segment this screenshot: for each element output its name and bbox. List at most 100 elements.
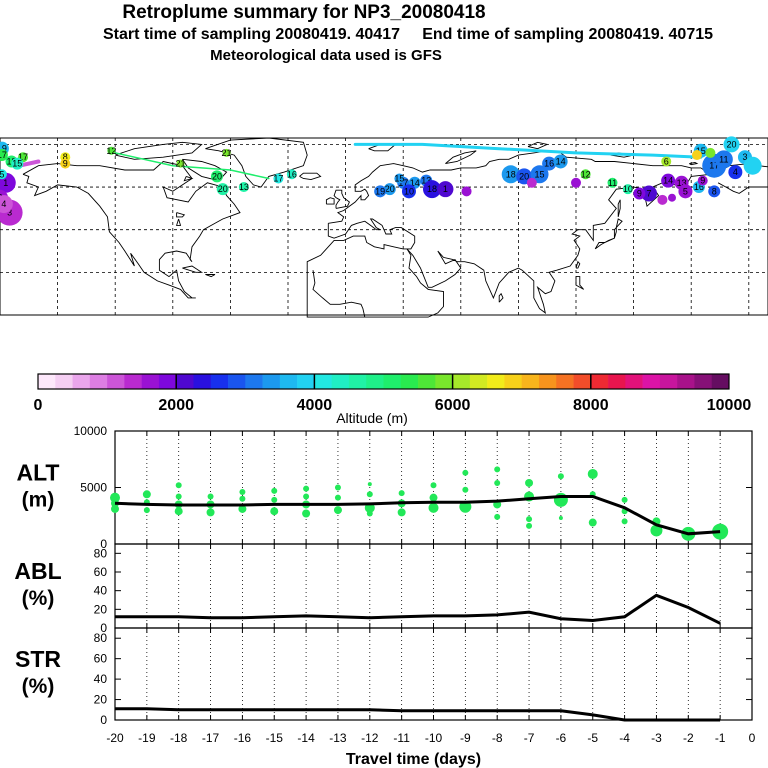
colorbar-tick-label: 2000 [158,397,194,414]
coastline-path [498,292,504,303]
plume-marker-label: 20 [218,184,228,194]
alt-point [333,506,342,515]
coastline-path [445,150,477,165]
plume-marker-label: 16 [694,182,704,192]
colorbar-swatch [366,374,384,389]
panel-xtick-label: -1 [715,731,726,745]
plume-marker-label: 7 [646,188,651,198]
plume-markers: 1917171815891212345212020131716211714131… [0,136,762,226]
plume-marker-label: 15 [394,174,404,184]
plume-marker [708,185,721,198]
plume-marker-label: 4 [1,199,6,209]
alt-point [558,516,563,521]
colorbar-swatch [158,374,177,389]
panel-xtick-label: -4 [619,731,630,745]
plume-marker [423,180,441,199]
plume-marker [657,194,668,205]
coastline-path [594,218,623,250]
plume-marker [394,173,405,184]
plume-marker-label: 20 [385,184,395,194]
plume-marker [580,169,591,180]
panel-ytick-label: 0 [100,713,107,727]
plume-marker-label: 8 [712,186,717,196]
plume-marker-label: 18 [506,169,516,179]
colorbar-tick-label: 10000 [707,397,752,414]
panel-ylabel: ABL [14,558,61,584]
plume-marker-label: 15 [12,159,22,169]
colorbar-tick-label: 4000 [297,397,333,414]
coastline-path [175,218,182,226]
plume-trail [114,152,270,180]
plume-marker-label: 20 [519,171,529,181]
plume-marker-label: 3 [742,152,747,162]
plume-marker-label: 5 [0,169,4,179]
alt-point [429,493,438,502]
plume-marker-label: 14 [556,156,566,166]
plume-marker-label: 16 [287,169,297,179]
panel-xtick-label: -17 [202,731,220,745]
colorbar-swatch [487,374,505,389]
plume-marker-label: 9 [63,159,68,169]
alt-point [334,484,341,491]
plume-trail [353,142,703,159]
alt-point [494,513,501,520]
plume-marker [691,150,702,161]
alt-point [271,496,278,503]
alt-point [430,482,437,489]
plume-marker [622,184,633,195]
plume-marker-label: 1 [443,184,448,194]
alt-point [712,523,729,540]
colorbar-tick-label: 6000 [435,397,471,414]
alt-point [588,518,597,527]
plume-marker [542,156,557,171]
colorbar-swatch [348,374,367,389]
plume-marker-label: 15 [696,146,706,156]
panel-xtick-label: -8 [492,731,503,745]
coastline-path [205,274,216,278]
plume-marker [553,154,568,169]
panel-ytick-label: 60 [94,565,108,579]
alt-point [334,494,341,501]
colorbar-swatch [659,374,678,389]
colorbar-frame [37,373,730,390]
colorbar-swatch [504,374,522,389]
alt-point [526,522,533,529]
plume-marker [661,173,676,188]
alt-point [367,482,372,487]
alt-point [271,487,278,494]
colorbar-swatch [400,374,419,389]
alt-point [587,468,598,479]
colorbar-swatch [176,374,194,389]
alt-point [557,473,564,480]
coastline-path [22,161,241,299]
plume-marker-label: 19 [375,186,385,196]
alt-point [621,518,628,525]
colorbar-swatch [297,374,315,389]
coastline-path [183,175,194,182]
plume-marker [705,147,716,158]
plume-marker-label: 20 [212,171,222,181]
plume-marker-label: 8 [63,152,68,162]
plume-marker [633,187,646,200]
plume-marker-label: 18 [427,184,437,194]
colorbar-swatch [72,374,91,389]
alt-point [526,516,533,523]
colorbar-swatch [556,374,574,389]
plume-marker [0,195,13,214]
panel-ytick-label: 5000 [80,481,107,495]
panel-ylabel-unit: (m) [22,489,55,512]
panel-xtick-label: -19 [138,731,156,745]
panel-ytick-label: 80 [94,546,108,560]
altitude-colorbar: 0 2000 4000 6000 8000 10000 Altitude (m) [34,373,752,426]
plume-marker [437,181,454,198]
plume-marker-label: 1 [3,178,8,188]
plume-marker [728,165,743,180]
plume-marker-label: 19 [0,144,7,154]
colorbar-swatch [89,374,108,389]
colorbar-swatch [124,374,142,389]
colorbar-swatch [469,374,488,389]
panel-ylabel: ALT [16,460,59,486]
alt-point [143,507,150,514]
plume-marker-label: 17 [18,152,28,162]
coastline-path [327,150,712,314]
